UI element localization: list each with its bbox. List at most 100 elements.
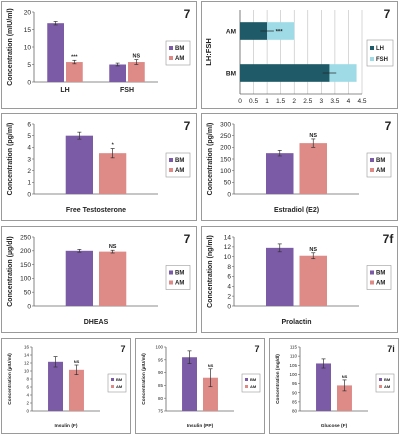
legend-swatch-am (370, 168, 374, 172)
legend-label: BM (250, 377, 257, 382)
y-tick-label: 80 (158, 396, 164, 401)
y-tick-label: 80 (292, 409, 298, 414)
y-tick-label: 0 (227, 191, 231, 198)
panel-label: 7 (184, 232, 191, 246)
bar-bm (266, 153, 294, 194)
legend-label: BM (384, 377, 391, 382)
x-tick-label: 3.5 (330, 98, 339, 105)
y-axis-label: Concentration (mg/dl) (275, 354, 281, 404)
significance-label: *** (71, 54, 78, 60)
legend-swatch-am (379, 385, 382, 388)
significance-label: * (112, 143, 115, 149)
y-tick-label: 85 (158, 383, 164, 388)
chart-svg: 0 2 4 6 8 10 12 14 16 Concentration (µIU/ml) NS Ins… (7, 344, 127, 429)
legend-swatch-am (169, 168, 173, 172)
y-tick-label: 3 (27, 156, 31, 163)
legend-swatch-am (169, 280, 173, 285)
y-tick-label: 85 (292, 399, 298, 404)
significance-label: NS (133, 54, 141, 60)
bar-fsh (267, 22, 295, 40)
bar-bm (47, 23, 64, 82)
bar-lh (240, 64, 330, 82)
y-tick-label: 100 (220, 168, 231, 175)
y-tick-label: 90 (292, 390, 298, 395)
legend-swatch-am (111, 385, 114, 388)
bar-bm (65, 135, 93, 194)
panel-label: 7 (385, 119, 392, 133)
legend-label: AM (175, 281, 184, 287)
y-tick-label: 10 (24, 44, 32, 51)
y-tick-label: 5 (27, 62, 31, 69)
chart-panel-prolactin: 0 2 4 6 8 10 12 14 Concentration (ng/ml) NS Prolac… (201, 226, 398, 333)
significance-label: NS (208, 363, 214, 368)
y-tick-label: 100 (289, 372, 297, 377)
y-tick-label: 16 (24, 345, 30, 350)
chart-svg: 75 80 85 90 95 100 Concentration (µIU/ml) NS Ins… (141, 344, 261, 429)
panel-label: 7 (384, 7, 391, 21)
x-axis-label: Insulin (PP) (187, 423, 214, 429)
y-tick-label: 6 (227, 274, 231, 281)
bar-am (203, 377, 218, 411)
x-tick-label: 3 (320, 98, 324, 105)
y-axis-label: Concentration (pg/ml) (7, 123, 14, 196)
chart-svg: 0 5 10 15 20 Concentration (mIU/ml) *** NS LH FSH… (7, 7, 191, 94)
significance-label: *** (276, 30, 284, 36)
bar-am (69, 369, 84, 411)
x-tick-label: 0 (238, 98, 242, 105)
bar-am (99, 251, 127, 306)
y-tick-label: 8 (227, 264, 231, 271)
panel-label: 7 (254, 344, 259, 354)
legend-swatch-bm (245, 378, 248, 381)
chart-svg: 0 50 100 150 200 250 300 Concentration (pg/ml) N… (207, 119, 392, 214)
y-tick-label: 110 (290, 354, 298, 359)
legend-label: BM (376, 271, 385, 277)
y-tick-label: 100 (155, 345, 163, 350)
legend-label: AM (384, 384, 391, 389)
legend-box (165, 152, 191, 178)
significance-label: NS (342, 374, 348, 379)
panel-label: 7f (383, 232, 395, 246)
y-tick-label: 95 (292, 381, 298, 386)
y-tick-label: 150 (220, 156, 231, 163)
legend-swatch-am (245, 385, 248, 388)
y-tick-label: 150 (20, 262, 31, 269)
y-tick-label: 90 (158, 370, 164, 375)
chart-panel-estradiol: 0 50 100 150 200 250 300 Concentration (pg/ml) N… (201, 113, 398, 221)
bar-bm (182, 357, 197, 411)
x-tick-label: 4.5 (357, 98, 366, 105)
y-axis-label: Concentration (µIU/ml) (141, 353, 147, 405)
y-tick-label: 0 (27, 79, 31, 86)
legend-swatch-bm (169, 270, 173, 275)
significance-label: NS (109, 244, 117, 250)
bar-lh (240, 22, 268, 40)
legend-label: LH (376, 46, 384, 52)
legend-box (366, 152, 392, 178)
y-tick-label: 95 (158, 357, 164, 362)
y-tick-label: 2 (26, 401, 29, 406)
y-axis-label: Concentration (mIU/ml) (7, 8, 14, 85)
significance-label: NS (74, 359, 80, 364)
chart-panel-lh-fsh: 0 5 10 15 20 Concentration (mIU/ml) *** NS LH FSH… (1, 1, 197, 109)
chart-svg: 0 0.5 1 1.5 2 2.5 3 3.5 4 4.5 LH:FSH AM *** BM 7 LH FSH (204, 7, 394, 105)
y-tick-label: 50 (24, 289, 32, 296)
y-tick-label: 50 (224, 180, 232, 187)
legend-label: BM (175, 271, 184, 277)
legend-label: AM (175, 56, 184, 62)
y-tick-label: 100 (20, 276, 31, 283)
chart-svg: 0 2 4 6 8 10 12 14 Concentration (ng/ml) NS Prolac… (207, 232, 395, 326)
bar-am (128, 62, 145, 82)
legend-swatch-bm (169, 158, 173, 162)
y-tick-label: 250 (20, 234, 31, 241)
y-tick-label: 300 (220, 121, 231, 128)
chart-svg: 0 1 2 3 4 5 6 Concentration (pg/ml) * Free Testos… (7, 119, 191, 214)
panel-label: 7 (184, 119, 191, 133)
legend-swatch-bm (370, 158, 374, 162)
bar-bm (48, 361, 63, 411)
legend-box (366, 265, 392, 290)
x-tick-label: 1 (265, 98, 269, 105)
y-tick-label: 1 (27, 180, 31, 187)
legend-label: BM (116, 377, 123, 382)
legend-swatch-fsh (370, 57, 374, 61)
panel-label: 7 (184, 7, 191, 21)
legend-swatch-lh (370, 46, 374, 50)
